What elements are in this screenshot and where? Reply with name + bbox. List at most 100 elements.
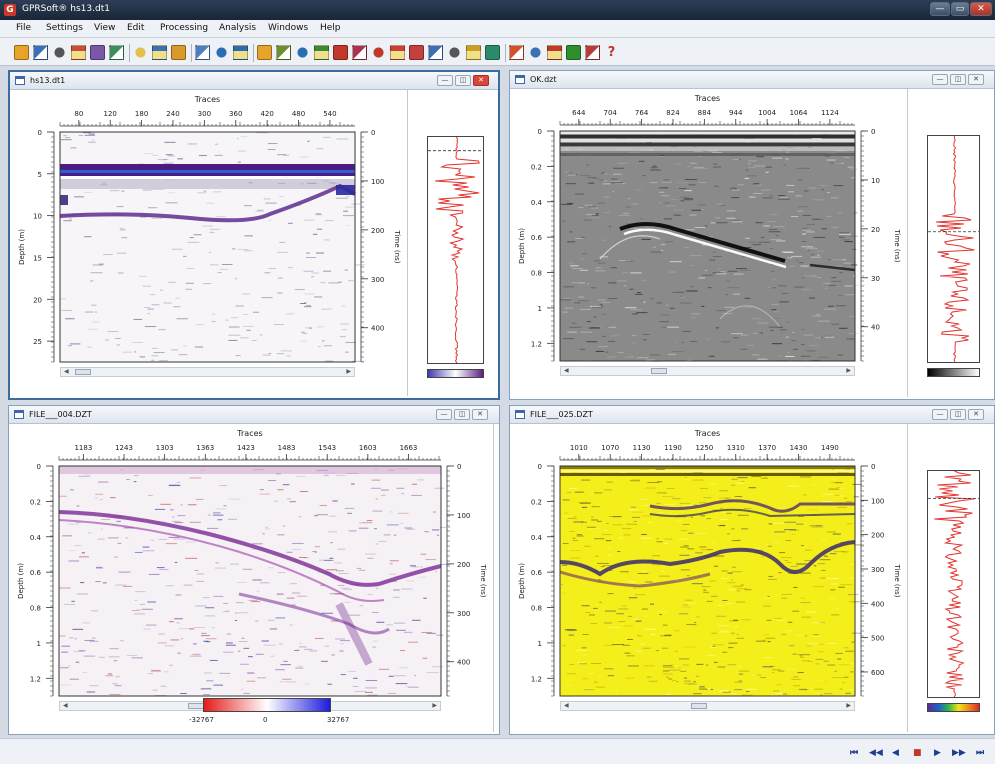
panel-title: FILE___025.DZT	[530, 410, 593, 419]
scroll-right-icon[interactable]: ▶	[346, 368, 351, 375]
layout-stack-icon[interactable]	[171, 45, 186, 60]
undo-arrow-icon[interactable]	[214, 45, 229, 60]
open-folder-icon[interactable]	[14, 45, 29, 60]
panel-close-button[interactable]: ✕	[473, 75, 489, 86]
scroll-left-icon[interactable]: ◀	[564, 702, 569, 709]
print-icon[interactable]	[52, 45, 67, 60]
horizontal-scrollbar[interactable]: ◀ ▶	[560, 701, 855, 711]
scroll-left-icon[interactable]: ◀	[564, 367, 569, 374]
color-scale-label: -32767	[189, 716, 214, 724]
radargram-window-file025[interactable]: FILE___025.DZT — ◫ ✕ Traces 1010 1070 1130 1…	[509, 405, 995, 735]
panel-minimize-button[interactable]: —	[932, 409, 948, 420]
color-palette-bar[interactable]	[927, 703, 980, 712]
play-icon[interactable]: ▶	[934, 748, 941, 758]
export-icon[interactable]	[585, 45, 600, 60]
scroll-right-icon[interactable]: ▶	[846, 367, 851, 374]
menu-processing[interactable]: Processing	[160, 23, 209, 33]
new-icon[interactable]	[71, 45, 86, 60]
panel-close-button[interactable]: ✕	[968, 74, 984, 85]
panel-close-button[interactable]: ✕	[968, 409, 984, 420]
pick-icon[interactable]	[547, 45, 562, 60]
grid-icon[interactable]	[195, 45, 210, 60]
zoom-icon[interactable]	[528, 45, 543, 60]
menu-help[interactable]: Help	[320, 23, 341, 33]
help-icon[interactable]: ?	[607, 45, 616, 60]
minimize-window-button[interactable]: —	[930, 2, 950, 16]
scroll-right-icon[interactable]: ▶	[432, 702, 437, 709]
scroll-thumb[interactable]	[75, 369, 91, 375]
x-tick-label: 1663	[400, 444, 418, 452]
panel-restore-button[interactable]: ◫	[455, 75, 471, 86]
panel-minimize-button[interactable]: —	[932, 74, 948, 85]
notes-icon[interactable]	[133, 45, 148, 60]
depth-axis-label: Depth (m)	[17, 563, 25, 599]
menu-file[interactable]: File	[16, 23, 32, 33]
hyperbola-icon[interactable]	[371, 45, 386, 60]
ruler-icon[interactable]	[409, 45, 424, 60]
radargram-window-ok[interactable]: OK.dzt — ◫ ✕ Traces 644 704 764 824 884 944 100…	[509, 70, 995, 400]
horizontal-scrollbar[interactable]: ◀ ▶	[560, 366, 855, 376]
panel-restore-button[interactable]: ◫	[950, 409, 966, 420]
depth-tick-label: 0.2	[531, 163, 542, 171]
menu-view[interactable]: View	[94, 23, 116, 33]
trace-waveform-box	[427, 136, 484, 364]
depth-tick-label: 0	[37, 463, 41, 471]
prev-icon[interactable]: ◀	[892, 748, 899, 758]
scissors-check-icon[interactable]	[90, 45, 105, 60]
menu-settings[interactable]: Settings	[46, 23, 83, 33]
next-fast-icon[interactable]: ▶▶	[952, 748, 966, 758]
panel-restore-button[interactable]: ◫	[454, 409, 470, 420]
measure-icon[interactable]	[466, 45, 481, 60]
scroll-thumb[interactable]	[188, 703, 204, 709]
radargram-window-file004[interactable]: FILE___004.DZT — ◫ ✕ Traces 1183 1243 1303 1…	[8, 405, 515, 735]
scroll-left-icon[interactable]: ◀	[63, 702, 68, 709]
depth-tick-label: 20	[33, 296, 42, 304]
palette-icon[interactable]	[509, 45, 524, 60]
chart-icon[interactable]	[276, 45, 291, 60]
migrate-icon[interactable]	[314, 45, 329, 60]
panel-minimize-button[interactable]: —	[436, 409, 452, 420]
first-icon[interactable]: ⏮	[850, 748, 859, 758]
amplitude-color-scale[interactable]	[203, 698, 331, 712]
close-window-button[interactable]: ✕	[970, 2, 992, 16]
cut-icon[interactable]	[447, 45, 462, 60]
prev-fast-icon[interactable]: ◀◀	[869, 748, 883, 758]
gain-icon[interactable]	[295, 45, 310, 60]
depth-axis-label: Depth (m)	[518, 228, 526, 264]
color-palette-bar[interactable]	[427, 369, 484, 378]
x-tick-label: 1183	[74, 444, 92, 452]
report-icon[interactable]	[109, 45, 124, 60]
scroll-thumb[interactable]	[651, 368, 667, 374]
bandpass-icon[interactable]	[390, 45, 405, 60]
save-icon[interactable]	[33, 45, 48, 60]
panel-restore-button[interactable]: ◫	[950, 74, 966, 85]
redo-arrow-icon[interactable]	[233, 45, 248, 60]
menu-windows[interactable]: Windows	[268, 23, 309, 33]
panel-close-button[interactable]: ✕	[472, 409, 488, 420]
scroll-left-icon[interactable]: ◀	[64, 368, 69, 375]
radargram-window-hs13[interactable]: hs13.dt1 — ◫ ✕ Traces 80 120 180 240 300 360 42…	[8, 70, 500, 400]
app-logo-icon: G	[4, 4, 16, 16]
mountain-icon[interactable]	[566, 45, 581, 60]
velocity-icon[interactable]	[333, 45, 348, 60]
maximize-window-button[interactable]: ▭	[951, 2, 969, 16]
scroll-thumb[interactable]	[691, 703, 707, 709]
scroll-right-icon[interactable]: ▶	[846, 702, 851, 709]
last-icon[interactable]: ⏭	[976, 748, 985, 758]
x-tick-label: 884	[698, 109, 712, 117]
stack-icon[interactable]	[428, 45, 443, 60]
color-palette-bar[interactable]	[927, 368, 980, 377]
spectrum-icon[interactable]	[352, 45, 367, 60]
filter-funnel-icon[interactable]	[257, 45, 272, 60]
stop-icon[interactable]: ■	[913, 748, 922, 758]
radargram-view: Traces 644 704 764 824 884 944 1004 1064 1124 0 0.2…	[518, 94, 901, 362]
layout-split-icon[interactable]	[152, 45, 167, 60]
refresh-icon[interactable]	[485, 45, 500, 60]
menu-edit[interactable]: Edit	[127, 23, 145, 33]
x-tick-label: 824	[666, 109, 680, 117]
panel-minimize-button[interactable]: —	[437, 75, 453, 86]
horizontal-scrollbar[interactable]: ◀ ▶	[60, 367, 355, 377]
menu-analysis[interactable]: Analysis	[219, 23, 257, 33]
toolbar-separator	[253, 44, 254, 62]
time-tick-label: 0	[457, 463, 461, 471]
